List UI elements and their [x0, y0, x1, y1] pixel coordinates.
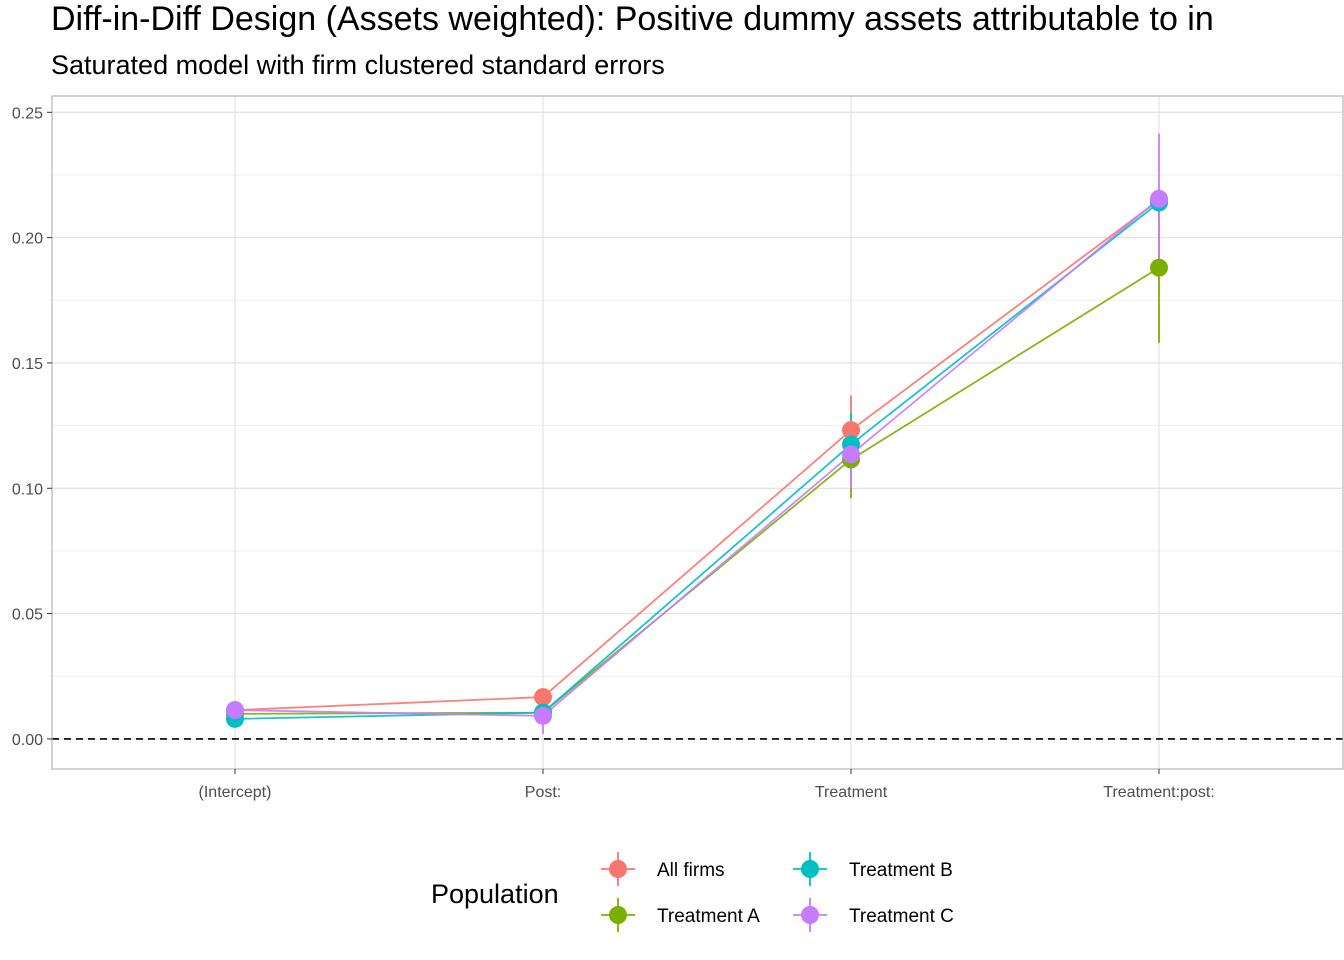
- legend-label-treatment-a: Treatment A: [657, 906, 760, 927]
- y-tick-label: 0.05: [12, 607, 43, 624]
- data-point-treatment-a: [1150, 258, 1168, 277]
- series-line-all-firms: [234, 199, 1160, 711]
- plot-panel-border: [51, 95, 1344, 770]
- legend-key-treatment-a: [601, 898, 635, 932]
- legend-key-point: [801, 906, 819, 924]
- legend-label-all-firms: All firms: [657, 860, 725, 881]
- y-tick-label: 0.20: [12, 231, 43, 248]
- series-line-treatment-c: [234, 198, 1160, 717]
- legend-key-point: [609, 906, 627, 924]
- legend-key-treatment-b: [793, 852, 827, 886]
- grid-minor: [52, 174, 1343, 677]
- legend: All firms Treatment A Treatment B Treatment…: [601, 852, 954, 932]
- series-lines: [234, 198, 1160, 720]
- legend-label-treatment-c: Treatment C: [849, 906, 954, 927]
- y-tick-label: 0.00: [12, 732, 43, 749]
- x-tick-label: Treatment:post:: [1103, 784, 1214, 801]
- chart-subtitle: Saturated model with firm clustered stan…: [51, 50, 665, 80]
- data-point-treatment-c: [1150, 189, 1168, 208]
- x-tick-label: (Intercept): [199, 784, 272, 801]
- data-point-all-firms: [534, 688, 552, 707]
- legend-label-treatment-b: Treatment B: [849, 860, 953, 881]
- grid-major: [52, 96, 1343, 769]
- series-line-treatment-a: [234, 266, 1160, 715]
- legend-key-point: [609, 860, 627, 878]
- data-point-treatment-c: [842, 445, 860, 464]
- y-tick-label: 0.15: [12, 356, 43, 373]
- x-tick-label: Treatment: [815, 784, 888, 801]
- data-point-all-firms: [842, 421, 860, 440]
- legend-key-point: [801, 860, 819, 878]
- x-axis-ticks: (Intercept) Post: Treatment Treatment:post:: [199, 769, 1215, 801]
- series-error-bars: [234, 133, 1160, 734]
- data-point-treatment-c: [226, 701, 244, 720]
- y-tick-label: 0.25: [12, 105, 43, 122]
- legend-title: Population: [431, 879, 559, 909]
- data-point-treatment-c: [534, 706, 552, 725]
- y-axis-ticks: 0.00 0.05 0.10 0.15 0.20 0.25: [12, 105, 52, 749]
- chart-title: Diff-in-Diff Design (Assets weighted): P…: [51, 0, 1214, 38]
- legend-key-all-firms: [601, 852, 635, 886]
- y-tick-label: 0.10: [12, 481, 43, 498]
- x-tick-label: Post:: [525, 784, 561, 801]
- series-points: [226, 189, 1168, 728]
- series-line-treatment-b: [234, 201, 1160, 720]
- legend-key-treatment-c: [793, 898, 827, 932]
